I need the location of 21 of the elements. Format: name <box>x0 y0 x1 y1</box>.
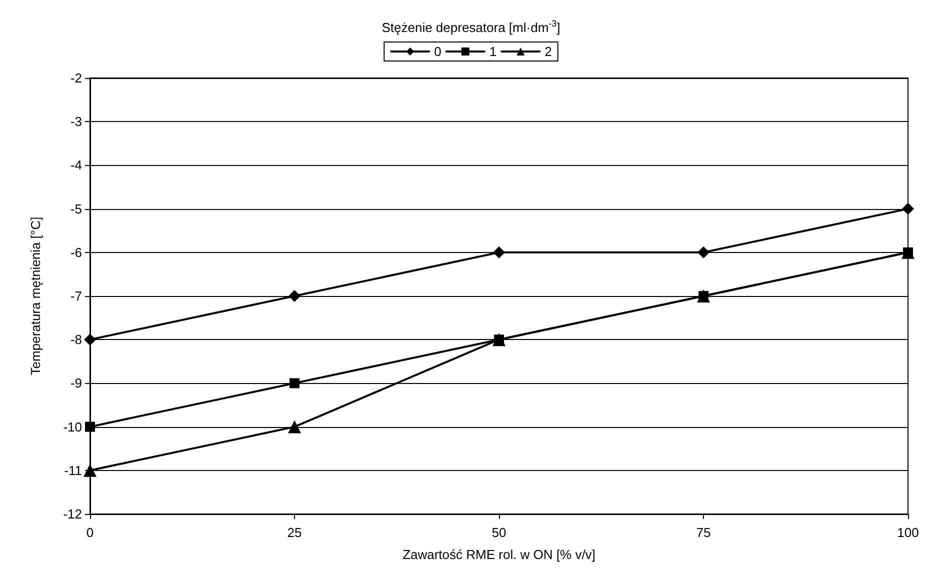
legend-label: 1 <box>489 44 497 59</box>
x-tick-label: 100 <box>897 525 919 540</box>
y-tick-label: -10 <box>63 419 82 434</box>
x-tick-label: 75 <box>696 525 711 540</box>
legend-label: 2 <box>544 44 552 59</box>
y-tick-label: -4 <box>70 158 82 173</box>
x-tick-label: 0 <box>86 525 94 540</box>
x-tick-label: 25 <box>287 525 302 540</box>
y-tick-label: -8 <box>70 332 82 348</box>
y-tick-label: -2 <box>70 70 82 86</box>
x-axis-title: Zawartość RME rol. w ON [% v/v] <box>402 547 596 562</box>
y-tick-label: -6 <box>70 244 82 260</box>
y-tick-label: -12 <box>63 506 82 522</box>
y-axis-title: Temperatura mętnienia [°C] <box>28 216 43 376</box>
legend-label: 0 <box>434 44 442 59</box>
y-tick-label: -3 <box>70 114 82 130</box>
y-tick-label: -7 <box>70 288 82 304</box>
y-tick-label: -9 <box>70 376 82 391</box>
y-tick-label: -5 <box>70 201 82 216</box>
x-tick-label: 50 <box>492 525 506 540</box>
y-tick-label: -11 <box>64 462 82 478</box>
